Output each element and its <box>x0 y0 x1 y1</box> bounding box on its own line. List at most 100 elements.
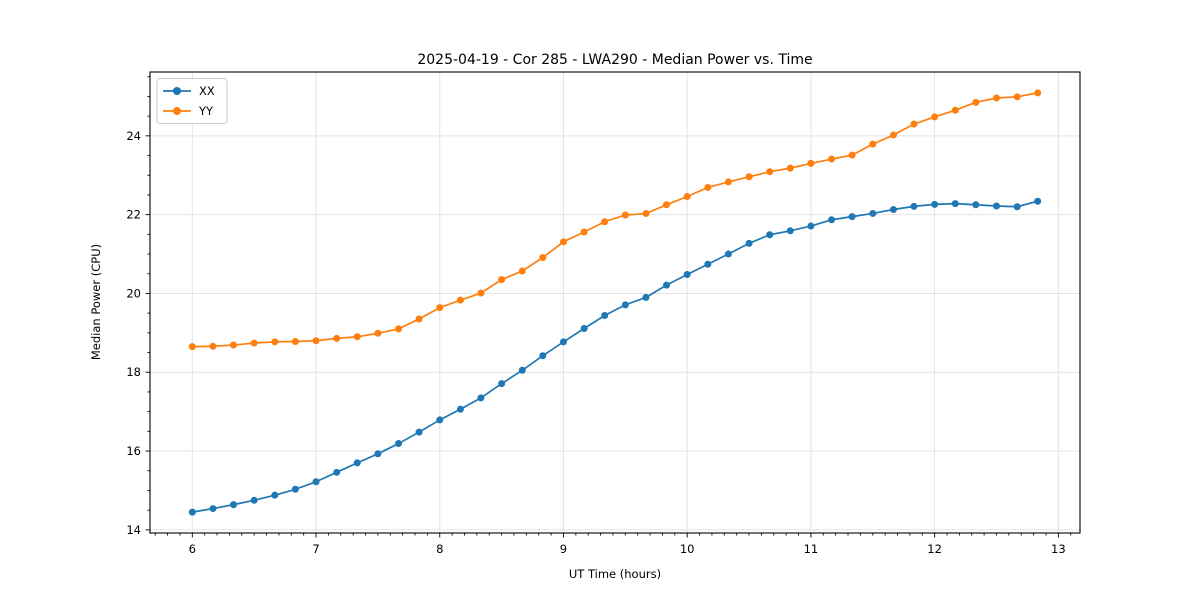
y-tick-label: 24 <box>126 129 141 143</box>
data-point-marker <box>209 342 217 350</box>
data-point-marker <box>498 276 506 284</box>
data-point-marker <box>477 394 485 402</box>
data-point-marker <box>271 338 279 346</box>
data-point-marker <box>353 459 361 467</box>
data-point-marker <box>724 250 732 258</box>
data-point-marker <box>188 343 196 351</box>
x-tick-label: 12 <box>927 542 942 556</box>
data-point-marker <box>869 209 877 217</box>
data-point-marker <box>766 168 774 176</box>
data-point-marker <box>456 296 464 304</box>
data-point-marker <box>786 164 794 172</box>
data-point-marker <box>395 325 403 333</box>
data-point-marker <box>415 428 423 436</box>
data-point-marker <box>1013 93 1021 101</box>
data-point-marker <box>518 366 526 374</box>
data-point-marker <box>580 325 588 333</box>
data-point-marker <box>869 140 877 148</box>
legend-label: XX <box>199 84 215 98</box>
data-point-marker <box>972 98 980 106</box>
legend-box <box>156 78 228 124</box>
x-tick-label: 13 <box>1051 542 1066 556</box>
chart-title: 2025-04-19 - Cor 285 - LWA290 - Median P… <box>417 52 812 68</box>
data-point-marker <box>642 209 650 217</box>
grid-lines <box>150 72 1080 533</box>
data-point-marker <box>786 227 794 235</box>
data-point-marker <box>209 505 217 513</box>
data-point-marker <box>374 329 382 337</box>
data-point-marker <box>559 338 567 346</box>
data-point-marker <box>312 478 320 486</box>
data-point-marker <box>766 231 774 239</box>
axis-ticks <box>145 76 1072 538</box>
y-tick-label: 18 <box>126 365 141 379</box>
series-line-XX <box>191 200 1039 513</box>
data-point-marker <box>889 206 897 214</box>
x-tick-label: 11 <box>804 542 819 556</box>
data-point-marker <box>848 213 856 221</box>
data-point-marker <box>353 333 361 341</box>
data-point-marker <box>951 106 959 114</box>
y-tick-label: 16 <box>126 444 141 458</box>
data-point-marker <box>271 491 279 499</box>
data-point-marker <box>415 315 423 323</box>
plot-area: 6 7 8 9 10 11 12 13 14 16 18 20 22 24 XX YY <box>126 71 1081 556</box>
data-point-marker <box>601 218 609 226</box>
series-YY <box>188 89 1042 351</box>
data-point-marker <box>559 238 567 246</box>
data-point-marker <box>539 352 547 360</box>
data-point-marker <box>188 508 196 516</box>
x-tick-label: 6 <box>189 542 196 556</box>
y-tick-label: 14 <box>126 523 141 537</box>
data-point-marker <box>436 416 444 424</box>
data-point-marker <box>683 271 691 279</box>
legend: XX YY <box>156 78 228 124</box>
data-point-marker <box>230 341 238 349</box>
y-axis-label: Median Power (CPU) <box>89 244 103 360</box>
data-point-marker <box>889 131 897 139</box>
data-point-marker <box>828 216 836 224</box>
series-XX <box>188 197 1042 516</box>
data-point-marker <box>642 293 650 301</box>
data-point-marker <box>745 173 753 181</box>
data-point-marker <box>1034 89 1042 97</box>
data-point-marker <box>230 501 238 509</box>
data-point-marker <box>807 159 815 167</box>
data-point-marker <box>807 222 815 230</box>
data-point-marker <box>724 178 732 186</box>
data-point-marker <box>992 94 1000 102</box>
data-point-marker <box>683 193 691 201</box>
y-tick-label: 20 <box>126 286 141 300</box>
data-point-marker <box>972 201 980 209</box>
data-point-marker <box>704 183 712 191</box>
data-point-marker <box>374 450 382 458</box>
legend-label: YY <box>198 104 214 118</box>
data-point-marker <box>931 113 939 121</box>
data-point-marker <box>663 281 671 289</box>
data-point-marker <box>1013 203 1021 211</box>
series-line-YY <box>191 92 1039 348</box>
data-point-marker <box>745 239 753 247</box>
data-point-marker <box>498 380 506 388</box>
data-point-marker <box>601 312 609 319</box>
data-point-marker <box>333 334 341 342</box>
data-point-marker <box>828 155 836 163</box>
data-point-marker <box>910 202 918 210</box>
data-point-marker <box>621 301 629 309</box>
y-tick-label: 22 <box>126 208 141 222</box>
x-tick-label: 8 <box>436 542 443 556</box>
data-point-marker <box>395 440 403 448</box>
data-point-marker <box>931 200 939 208</box>
data-point-marker <box>951 200 959 208</box>
data-point-marker <box>250 339 258 347</box>
data-point-marker <box>436 304 444 312</box>
x-tick-label: 9 <box>560 542 567 556</box>
legend-marker <box>173 107 181 115</box>
data-point-marker <box>910 120 918 128</box>
data-point-marker <box>992 202 1000 210</box>
data-point-marker <box>518 267 526 275</box>
data-point-marker <box>580 228 588 236</box>
data-point-marker <box>477 289 485 297</box>
data-point-marker <box>663 201 671 209</box>
